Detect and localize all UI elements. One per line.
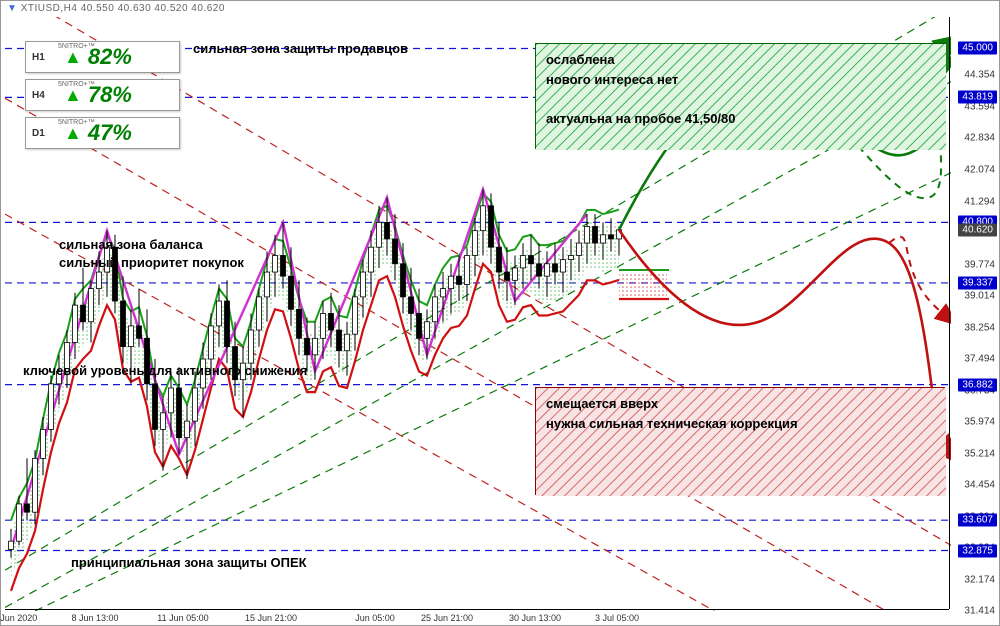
ytick: 44.354 <box>964 70 995 81</box>
ohlc-label: 40.550 40.630 40.520 40.620 <box>81 3 225 14</box>
nitro-brand: 5NITRO+™ <box>58 119 95 126</box>
ytick: 42.834 <box>964 133 995 144</box>
xtick: Jun 05:00 <box>355 613 395 623</box>
ytick: 35.214 <box>964 448 995 459</box>
zone-text-line: нужна сильная техническая коррекция <box>546 414 934 434</box>
xtick: 11 Jun 05:00 <box>157 613 208 623</box>
zone-text-line: смещается вверх <box>546 394 934 414</box>
nitro-brand: 5NITRO+™ <box>58 81 95 88</box>
nitro-panel-d1: D1 5NITRO+™ ▲ 47% <box>25 117 180 149</box>
xtick: 15 Jun 21:00 <box>245 613 297 623</box>
zone-text-line: нового интереса нет <box>546 70 934 90</box>
annotation-text: сильная зона защиты продавцов <box>193 41 408 56</box>
price-tag: 39.337 <box>958 276 997 289</box>
red-forecast-zone: смещается вверхнужна сильная техническая… <box>535 387 945 495</box>
xtick: 3 Jun 2020 <box>0 613 37 623</box>
x-axis: 3 Jun 20208 Jun 13:0011 Jun 05:0015 Jun … <box>5 609 949 625</box>
ytick: 42.074 <box>964 164 995 175</box>
xtick: 30 Jun 13:00 <box>509 613 561 623</box>
ytick: 39.774 <box>964 259 995 270</box>
xtick: 3 Jul 05:00 <box>595 613 639 623</box>
plot-area[interactable]: H1 5NITRO+™ ▲ 82% H4 5NITRO+™ ▲ 78% D1 5NI… <box>5 17 949 609</box>
price-tag: 32.875 <box>958 544 997 557</box>
price-tag: 36.882 <box>958 378 997 391</box>
symbol-label: XTIUSD,H4 <box>21 3 78 14</box>
nitro-panel-h4: H4 5NITRO+™ ▲ 78% <box>25 79 180 111</box>
title-bar: ▼ XTIUSD,H4 40.550 40.630 40.520 40.620 <box>1 1 999 17</box>
ytick: 35.974 <box>964 417 995 428</box>
xtick: 8 Jun 13:00 <box>71 613 118 623</box>
green-forecast-zone: ослабленанового интереса нет актуальна н… <box>535 43 945 149</box>
price-tag: 43.819 <box>958 91 997 104</box>
ytick: 34.454 <box>964 480 995 491</box>
price-tag: 45.000 <box>958 42 997 55</box>
nitro-tf: H1 <box>32 52 54 63</box>
annotation-text: принципиальная зона защиты ОПЕК <box>71 555 307 570</box>
ytick: 32.174 <box>964 574 995 585</box>
nitro-panel-h1: H1 5NITRO+™ ▲ 82% <box>25 41 180 73</box>
ytick: 31.414 <box>964 606 995 617</box>
nitro-brand: 5NITRO+™ <box>58 43 95 50</box>
ytick: 39.014 <box>964 291 995 302</box>
price-tag: 33.607 <box>958 514 997 527</box>
nitro-tf: H4 <box>32 90 54 101</box>
trading-chart: ▼ XTIUSD,H4 40.550 40.630 40.520 40.620 … <box>0 0 1000 626</box>
ytick: 38.254 <box>964 322 995 333</box>
ytick: 37.494 <box>964 354 995 365</box>
price-tag: 40.620 <box>958 223 997 236</box>
annotation-text: сильный приоритет покупок <box>59 255 244 270</box>
annotation-text: ключевой уровень для активного снижения <box>23 363 307 378</box>
ytick: 41.294 <box>964 196 995 207</box>
annotation-text: сильная зона баланса <box>59 237 203 252</box>
xtick: 25 Jun 21:00 <box>421 613 473 623</box>
nitro-tf: D1 <box>32 128 54 139</box>
zone-text-line <box>546 89 934 109</box>
down-triangle-icon: ▼ <box>7 3 17 14</box>
y-axis: 31.41432.17432.93433.69434.45435.21435.9… <box>949 17 999 609</box>
zone-text-line: актуальна на пробое 41,50/80 <box>546 109 934 129</box>
zone-text-line: ослаблена <box>546 50 934 70</box>
